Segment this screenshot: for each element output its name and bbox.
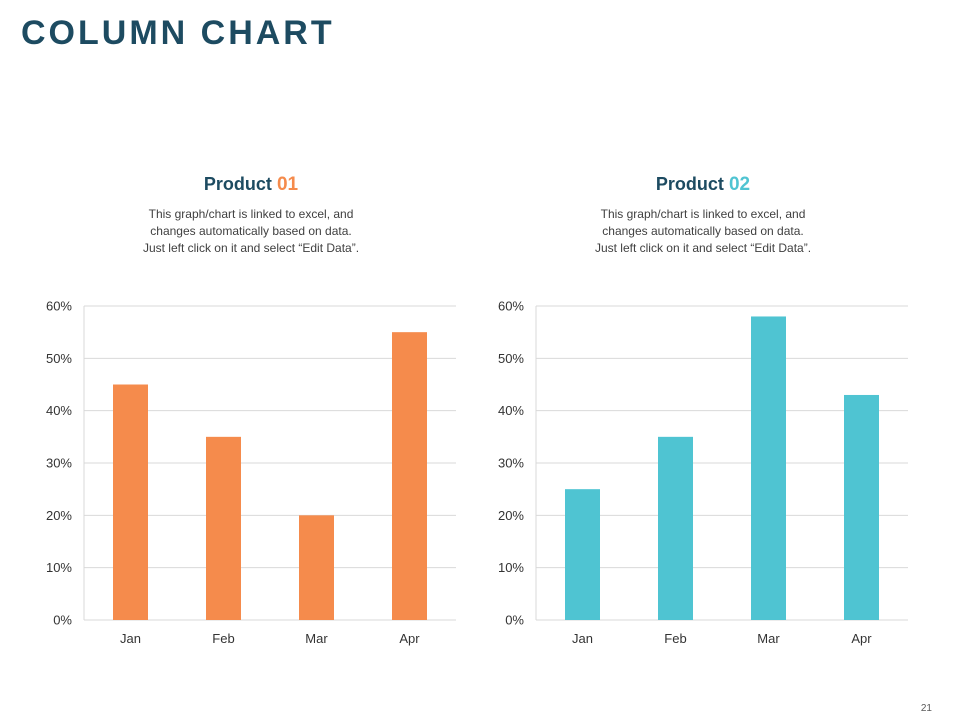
product-01-y-tick-label: 10% <box>46 560 72 575</box>
product-01-heading-word: Product <box>203 174 272 194</box>
product-02-y-tick-label: 60% <box>498 299 524 314</box>
product-01-heading: Product 01 <box>21 174 481 196</box>
product-02-description: This graph/chart is linked to excel, and… <box>473 206 933 257</box>
product-02-y-tick-label: 40% <box>498 403 524 418</box>
product-02-description-line: This graph/chart is linked to excel, and <box>600 207 806 221</box>
product-01-description-line: Just left click on it and select “Edit D… <box>142 241 360 255</box>
product-02-heading-word: Product <box>655 174 724 194</box>
product-02-description-line: changes automatically based on data. <box>602 224 804 238</box>
product-02-y-tick-label: 10% <box>498 560 524 575</box>
product-02-y-tick-label: 0% <box>505 613 524 628</box>
product-02-description-line: Just left click on it and select “Edit D… <box>594 241 812 255</box>
product-01-x-tick-label: Jan <box>120 631 141 646</box>
product-01-y-tick-label: 50% <box>46 351 72 366</box>
product-02-y-tick-label: 30% <box>498 456 524 471</box>
product-02-bar-feb <box>658 436 693 620</box>
page-number: 21 <box>920 703 932 714</box>
product-02-heading: Product 02 <box>473 174 933 196</box>
product-02-heading-number: 02 <box>728 174 751 195</box>
product-01-description-line: changes automatically based on data. <box>150 224 352 238</box>
product-01-bar-feb <box>206 436 241 620</box>
product-01-x-tick-label: Feb <box>212 631 234 646</box>
product-02-bar-jan <box>565 489 600 620</box>
product-01-heading-number: 01 <box>276 174 299 195</box>
product-01-x-tick-label: Mar <box>305 631 328 646</box>
product-01-description: This graph/chart is linked to excel, and… <box>21 206 481 257</box>
product-01-y-tick-label: 60% <box>46 299 72 314</box>
product-01-x-tick-label: Apr <box>399 631 420 646</box>
product-01-y-tick-label: 20% <box>46 508 72 523</box>
product-02-bar-apr <box>844 394 879 620</box>
product-01-y-tick-label: 40% <box>46 403 72 418</box>
product-01-y-tick-label: 0% <box>53 613 72 628</box>
product-01-description-line: This graph/chart is linked to excel, and <box>148 207 354 221</box>
product-01-bar-jan <box>113 384 148 620</box>
product-02-column-chart: 0% 10% 20% 30% 40% 50% 60% Jan Feb Mar Apr <box>498 299 908 646</box>
product-02-x-tick-label: Apr <box>851 631 872 646</box>
product-01-y-tick-label: 30% <box>46 456 72 471</box>
product-02-x-tick-label: Mar <box>757 631 780 646</box>
page-title: COLUMN CHART <box>21 14 335 52</box>
product-02-x-tick-label: Jan <box>572 631 593 646</box>
product-02-y-tick-label: 50% <box>498 351 524 366</box>
product-02-y-tick-label: 20% <box>498 508 524 523</box>
product-02-x-tick-label: Feb <box>664 631 686 646</box>
product-01-column-chart: 0% 10% 20% 30% 40% 50% 60% Jan Feb Mar Apr <box>46 299 456 646</box>
product-02-bar-mar <box>751 316 786 620</box>
product-01-bar-mar <box>299 515 334 620</box>
product-01-bar-apr <box>392 332 427 620</box>
